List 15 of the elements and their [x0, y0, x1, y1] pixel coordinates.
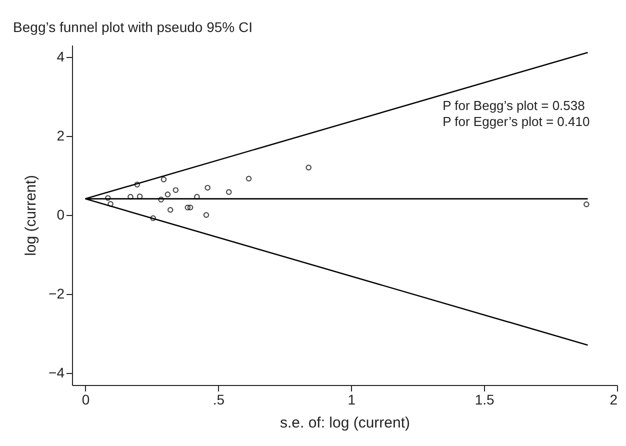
annotation: P for Egger’s plot = 0.410 [442, 114, 590, 130]
x-tick-label: .5 [212, 392, 225, 408]
x-tick-label: 2 [610, 392, 618, 408]
x-tick-label: 1.5 [474, 392, 495, 408]
y-axis-title: log (current) [22, 175, 40, 256]
y-tick-label: 2 [56, 127, 65, 144]
y-tick-label: −2 [48, 286, 65, 302]
x-tick-label: 1 [348, 392, 356, 408]
y-tick-label: 0 [56, 206, 65, 222]
y-tick-label: 4 [56, 48, 65, 64]
x-tick-label: 0 [82, 392, 90, 408]
annotation: P for Begg’s plot = 0.538 [442, 98, 585, 114]
x-axis-title: s.e. of: log (current) [280, 414, 410, 432]
y-tick-label: −4 [48, 364, 65, 381]
chart-title: Begg’s funnel plot with pseudo 95% CI [13, 19, 253, 35]
